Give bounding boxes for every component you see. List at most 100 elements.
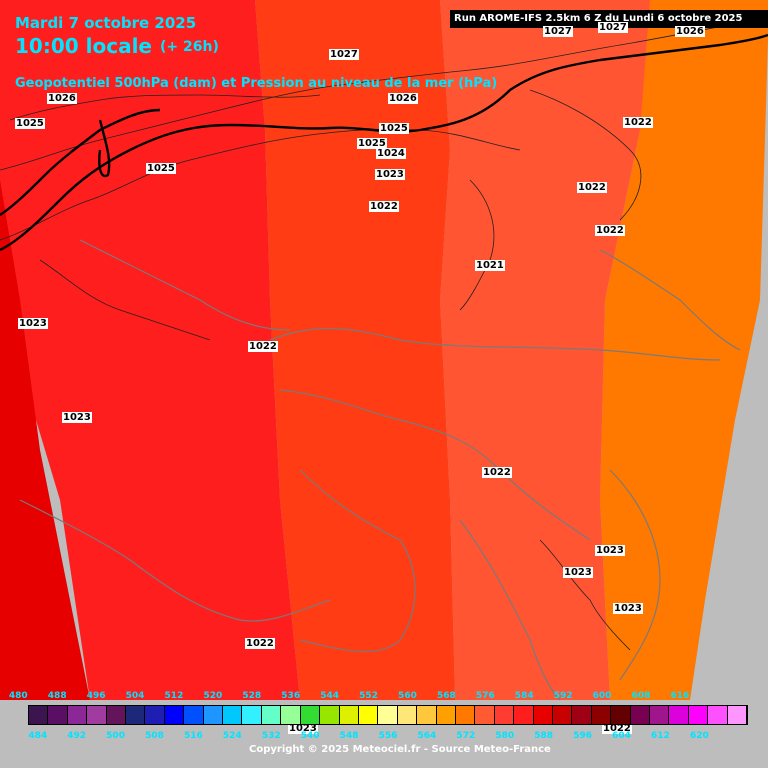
country-borders	[19, 239, 741, 701]
isobar-label: 1026	[675, 26, 705, 37]
forecast-lead: (+ 26h)	[160, 39, 219, 55]
isobar-label: 1023	[563, 567, 593, 578]
color-swatch	[145, 706, 165, 724]
color-swatch	[223, 706, 243, 724]
isobar-label: 1023	[18, 318, 48, 329]
color-scale-label: 600	[592, 691, 612, 701]
isobar-label: 1021	[475, 260, 505, 271]
forecast-time: 10:00 locale	[15, 34, 152, 58]
isobar-label: 1025	[379, 123, 409, 134]
color-swatch	[67, 706, 88, 724]
color-scale-label: 484	[28, 731, 48, 741]
color-scale-label: 552	[359, 691, 378, 701]
band-orange-red	[440, 0, 650, 700]
color-scale-label: 492	[67, 731, 87, 741]
isobar-label: 1023	[595, 545, 625, 556]
color-swatch	[514, 706, 534, 724]
color-scale-label: 572	[456, 731, 476, 741]
color-swatch	[688, 706, 709, 724]
isobar-label: 1022	[245, 638, 275, 649]
isobar-label: 1023	[62, 412, 92, 423]
variable-description: Geopotentiel 500hPa (dam) et Pression au…	[15, 76, 498, 91]
color-swatch	[378, 706, 398, 724]
color-swatch	[300, 706, 321, 724]
color-scale-label: 576	[475, 691, 495, 701]
color-swatch	[533, 706, 553, 724]
isobar-label: 1027	[543, 26, 573, 37]
isobar-label: 1023	[613, 603, 643, 614]
isobar-label: 1022	[482, 467, 512, 478]
color-swatch	[242, 706, 262, 724]
isobar-label: 1022	[623, 117, 653, 128]
color-scale-label: 540	[300, 731, 320, 741]
color-swatch	[708, 706, 728, 724]
color-swatch	[611, 706, 631, 724]
thin-contours	[0, 19, 768, 651]
color-scale-label: 544	[320, 691, 340, 701]
color-swatch	[630, 706, 650, 724]
color-swatch	[455, 706, 476, 724]
color-swatch	[494, 706, 515, 724]
color-swatch	[29, 706, 49, 724]
color-swatch	[48, 706, 68, 724]
color-swatch	[281, 706, 301, 724]
color-swatch	[591, 706, 612, 724]
isobar-label: 1022	[577, 182, 607, 193]
color-scale-label: 620	[689, 731, 709, 741]
color-scale-label: 496	[86, 691, 106, 701]
color-scale-label: 592	[553, 691, 573, 701]
band-red	[0, 0, 300, 700]
color-scale-label: 516	[183, 731, 203, 741]
color-scale-label: 556	[378, 731, 398, 741]
color-scale-label: 532	[261, 731, 281, 741]
color-scale-label: 524	[222, 731, 242, 741]
color-scale-label: 560	[398, 691, 417, 701]
isobar-label: 1026	[47, 93, 77, 104]
color-scale-label: 488	[47, 691, 67, 701]
band-red-orange	[255, 0, 455, 700]
color-swatch	[417, 706, 437, 724]
color-swatch	[87, 706, 107, 724]
color-swatch	[669, 706, 689, 724]
color-swatch	[727, 706, 748, 724]
color-swatch	[358, 706, 379, 724]
isobar-label: 1025	[15, 118, 45, 129]
color-scale-label: 504	[125, 691, 145, 701]
forecast-date: Mardi 7 octobre 2025	[15, 14, 197, 32]
isobar-label: 1025	[357, 138, 387, 149]
color-scale-label: 548	[339, 731, 359, 741]
color-scale-label: 596	[573, 731, 592, 741]
color-swatch	[320, 706, 340, 724]
color-scale-label: 580	[495, 731, 515, 741]
color-swatch	[650, 706, 670, 724]
color-scale-label: 568	[436, 691, 456, 701]
color-swatch	[126, 706, 146, 724]
isobar-label: 1027	[329, 49, 359, 60]
color-swatch	[203, 706, 224, 724]
color-scale-label: 536	[281, 691, 301, 701]
color-scale-label: 528	[242, 691, 262, 701]
color-scale-label: 508	[145, 731, 164, 741]
isobar-label: 1023	[375, 169, 405, 180]
color-swatch	[475, 706, 495, 724]
color-scale-label: 480	[8, 691, 28, 701]
color-swatch	[572, 706, 592, 724]
color-swatch	[552, 706, 573, 724]
isobar-label: 1022	[248, 341, 278, 352]
color-swatch	[184, 706, 204, 724]
color-scale-label: 588	[534, 731, 554, 741]
isobar-label: 1022	[602, 723, 632, 734]
color-swatch	[436, 706, 456, 724]
copyright: Copyright © 2025 Meteociel.fr - Source M…	[249, 744, 551, 755]
color-scale-label: 604	[612, 731, 631, 741]
isobar-label: 1024	[376, 148, 406, 159]
band-deep-red	[0, 180, 90, 700]
color-scale-label: 564	[417, 731, 437, 741]
isobar-label: 1023	[288, 723, 318, 734]
band-orange	[600, 0, 768, 700]
color-swatch	[164, 706, 185, 724]
color-scale-label: 612	[651, 731, 670, 741]
color-swatch	[106, 706, 127, 724]
color-scale-bar	[28, 705, 748, 725]
